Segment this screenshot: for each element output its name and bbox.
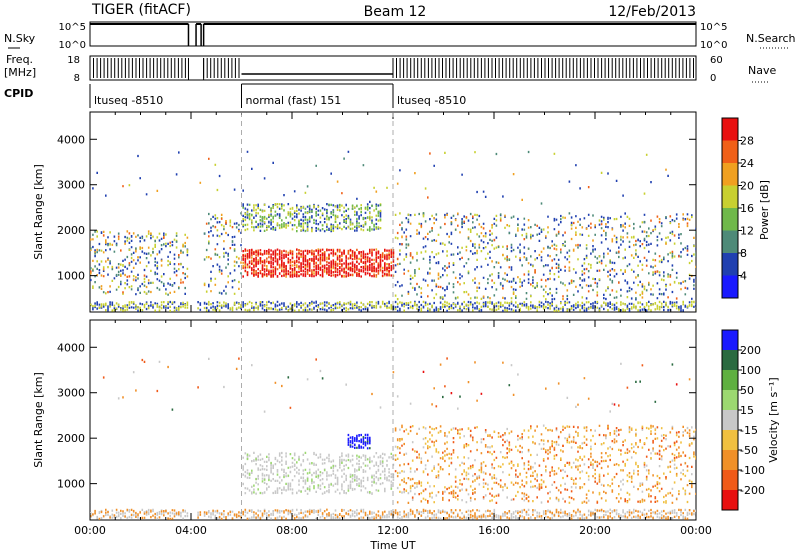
nsky-panel-frame	[89, 21, 697, 47]
power-panel: 1000 2000 3000 4000 Slant Range [km]	[32, 111, 697, 313]
colorbar-segment	[722, 230, 738, 254]
colorbar-tick-label: -15	[740, 424, 758, 437]
x-tick-label: 00:00	[680, 524, 712, 537]
colorbar-segment	[722, 450, 738, 471]
nave-label: Nave	[748, 64, 776, 77]
colorbar-tick-label: 28	[740, 135, 754, 148]
nsky-tick-top: 10^5	[59, 22, 86, 33]
colorbar-segment	[722, 390, 738, 411]
colorbar-frame	[721, 329, 739, 511]
x-tick-label: 16:00	[478, 524, 510, 537]
freq-trace-bars	[89, 58, 694, 78]
colorbar-segment	[722, 185, 738, 209]
cpid-row: ltuseq -8510 normal (fast) 151 ltuseq -851…	[89, 83, 466, 108]
power-data	[90, 150, 696, 312]
cpid-segment-label: normal (fast) 151	[246, 94, 342, 107]
power-scatter-2040b0	[90, 150, 696, 312]
nsearch-label: N.Search	[746, 32, 796, 45]
radar-title: TIGER (fitACF)	[91, 2, 191, 18]
freq-label-line2: [MHz]	[4, 66, 36, 79]
colorbar-tick-label: 8	[740, 247, 747, 260]
power-ylabel: Slant Range [km]	[32, 164, 45, 260]
colorbar-tick-label: -100	[740, 464, 765, 477]
colorbar-segment	[722, 330, 738, 351]
power-colorbar: 4 8 12 16 20 24 28	[721, 117, 754, 299]
colorbar-tick-label: 16	[740, 202, 754, 215]
colorbar-tick-label: 50	[740, 384, 754, 397]
freq-trace	[89, 58, 694, 80]
velocity-scatter-f0c040	[394, 425, 696, 504]
y-tick-label: 3000	[57, 387, 85, 400]
velocity-scatter-1a1aff	[347, 433, 371, 450]
velocity-panel: 1000 2000 3000 4000 00:00 04:00 08:00 12:00 16:0…	[32, 319, 712, 552]
y-tick-label: 1000	[57, 270, 85, 283]
x-tick-label: 12:00	[377, 524, 409, 537]
cpid-segment-label: ltuseq -8510	[397, 94, 466, 107]
x-tick-label: 20:00	[579, 524, 611, 537]
velocity-data	[90, 357, 696, 520]
x-axis-label: Time UT	[369, 539, 415, 552]
colorbar-tick-label: -200	[740, 484, 765, 497]
colorbar-segment	[722, 275, 738, 299]
colorbar-segment	[722, 410, 738, 431]
colorbar-segment	[722, 470, 738, 491]
colorbar-segment	[722, 253, 738, 276]
date-title: 12/Feb/2013	[608, 4, 696, 20]
colorbar-segment	[722, 140, 738, 164]
colorbar-segment	[722, 370, 738, 391]
colorbar-tick-label: 15	[740, 404, 754, 417]
beam-title: Beam 12	[364, 4, 427, 20]
power-scatter-6fb84a	[242, 203, 382, 233]
power-axes: 1000 2000 3000 4000	[57, 112, 697, 312]
nsky-label: N.Sky	[4, 32, 36, 45]
colorbar-segment	[722, 350, 738, 371]
velocity-ylabel: Slant Range [km]	[32, 372, 45, 468]
colorbar-tick-label: 24	[740, 157, 754, 170]
nave-tick-top: 60	[710, 55, 723, 66]
power-scatter-e81010	[242, 248, 395, 278]
y-tick-label: 2000	[57, 224, 85, 237]
y-tick-label: 3000	[57, 179, 85, 192]
colorbar-segment	[722, 430, 738, 451]
nsky-trace	[90, 23, 696, 46]
velocity-colorbar: 200 100 50 15 -15 -50 -100 -200	[721, 329, 765, 511]
cpid-segment-label: ltuseq -8510	[94, 94, 163, 107]
y-tick-label: 4000	[57, 341, 85, 354]
cpid-label: CPID	[4, 87, 33, 100]
colorbar-segment	[722, 163, 738, 186]
power-colorbar-label: Power [dB]	[758, 180, 771, 240]
nsearch-tick-bottom: 10^0	[700, 40, 727, 51]
colorbar-tick-label: 20	[740, 180, 754, 193]
x-tick-label: 00:00	[74, 524, 106, 537]
velocity-axes: 1000 2000 3000 4000 00:00 04:00 08:00 12:00 16:0…	[57, 320, 712, 537]
colorbar-tick-label: -50	[740, 444, 758, 457]
y-tick-label: 4000	[57, 133, 85, 146]
colorbar-tick-label: 200	[740, 344, 761, 357]
colorbar-segment	[722, 490, 738, 511]
velocity-colorbar-label: Velocity [m s⁻¹]	[767, 377, 780, 462]
nave-tick-bottom: 0	[710, 73, 716, 84]
y-tick-label: 1000	[57, 478, 85, 491]
colorbar-segment	[722, 208, 738, 231]
colorbar-tick-label: 12	[740, 225, 754, 238]
nsky-tick-bottom: 10^0	[59, 40, 86, 51]
freq-tick-bottom: 8	[74, 73, 80, 84]
colorbar-tick-label: 100	[740, 364, 761, 377]
freq-label-line1: Freq.	[6, 53, 33, 66]
nsearch-tick-top: 10^5	[700, 22, 727, 33]
x-tick-label: 08:00	[276, 524, 308, 537]
colorbar-segment	[722, 118, 738, 141]
freq-tick-top: 18	[67, 55, 80, 66]
y-tick-label: 2000	[57, 432, 85, 445]
x-tick-label: 04:00	[175, 524, 207, 537]
colorbar-tick-label: 4	[740, 270, 747, 283]
